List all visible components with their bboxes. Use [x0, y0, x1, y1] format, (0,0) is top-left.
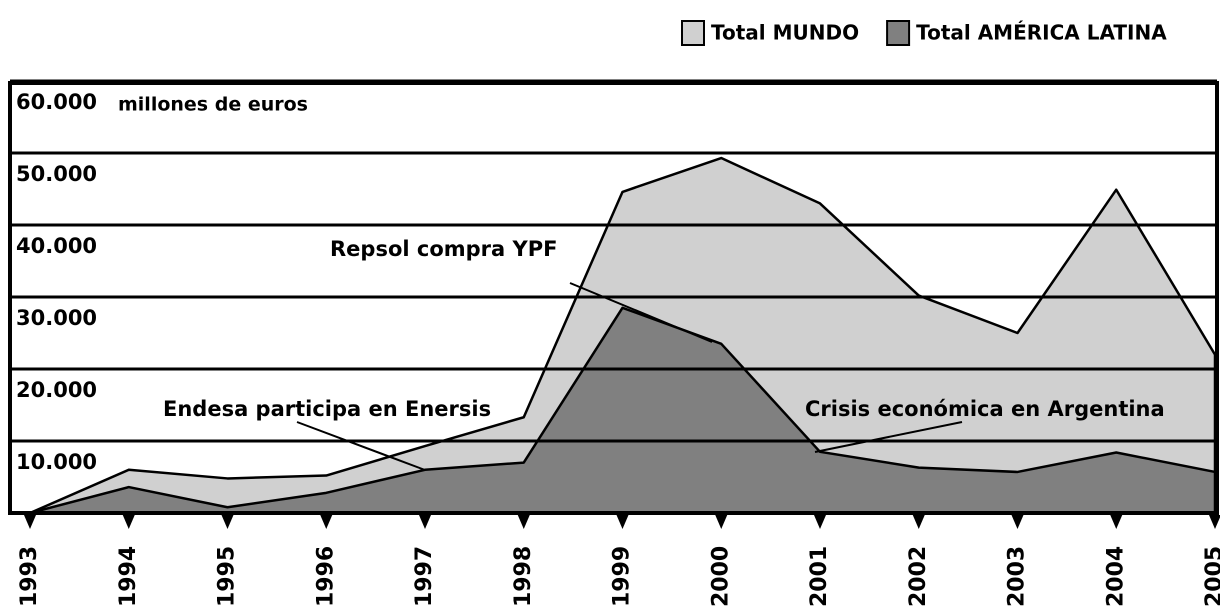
y-tick-label: 40.000: [16, 234, 97, 258]
y-axis-label: millones de euros: [118, 94, 308, 116]
x-tick-mark: [419, 515, 431, 529]
legend-label: Total MUNDO: [711, 21, 859, 45]
x-tick-label: 1995: [215, 546, 240, 607]
y-tick-label: 30.000: [16, 306, 97, 330]
annotation-pointer: [296, 421, 426, 471]
legend-swatch: [886, 20, 911, 46]
x-tick-mark: [122, 515, 135, 529]
x-tick-mark: [912, 515, 925, 529]
x-tick-label: 1998: [511, 546, 536, 607]
x-tick-label: 1997: [412, 546, 437, 607]
plot-border: [8, 81, 1219, 515]
x-tick-label: 2000: [708, 546, 733, 607]
x-tick-label: 1996: [313, 546, 338, 607]
x-tick-mark: [24, 515, 36, 529]
x-tick-label: 1993: [17, 546, 42, 607]
x-tick-mark: [715, 515, 728, 529]
annotation: Crisis económica en Argentina: [805, 397, 1165, 421]
x-tick-label: 1994: [116, 546, 141, 607]
y-tick-label: 20.000: [16, 378, 97, 402]
legend-label: Total AMÉRICA LATINA: [916, 21, 1167, 45]
annotation: Repsol compra YPF: [330, 237, 557, 261]
annotation: Endesa participa en Enersis: [163, 397, 491, 421]
legend-swatch: [681, 20, 705, 46]
area: [28, 306, 1217, 515]
x-tick-mark: [1110, 515, 1123, 529]
x-tick-label: 2003: [1005, 546, 1030, 607]
x-tick-mark: [1209, 515, 1220, 529]
x-tick-label: 2004: [1103, 546, 1128, 607]
y-tick-label: 60.000: [16, 90, 97, 114]
x-tick-mark: [1011, 515, 1024, 529]
x-tick-mark: [814, 515, 826, 529]
x-tick-label: 2001: [807, 546, 832, 607]
annotation-pointer: [814, 421, 963, 453]
y-tick-label: 10.000: [16, 450, 97, 474]
y-tick-label: 50.000: [16, 162, 97, 186]
x-tick-mark: [517, 515, 530, 529]
x-tick-label: 1999: [610, 546, 635, 607]
x-tick-label: 2002: [906, 546, 931, 607]
x-tick-mark: [221, 515, 234, 529]
annotation-pointer: [569, 282, 713, 343]
x-tick-label: 2005: [1202, 546, 1220, 607]
x-tick-mark: [616, 515, 629, 529]
x-tick-mark: [320, 515, 333, 529]
